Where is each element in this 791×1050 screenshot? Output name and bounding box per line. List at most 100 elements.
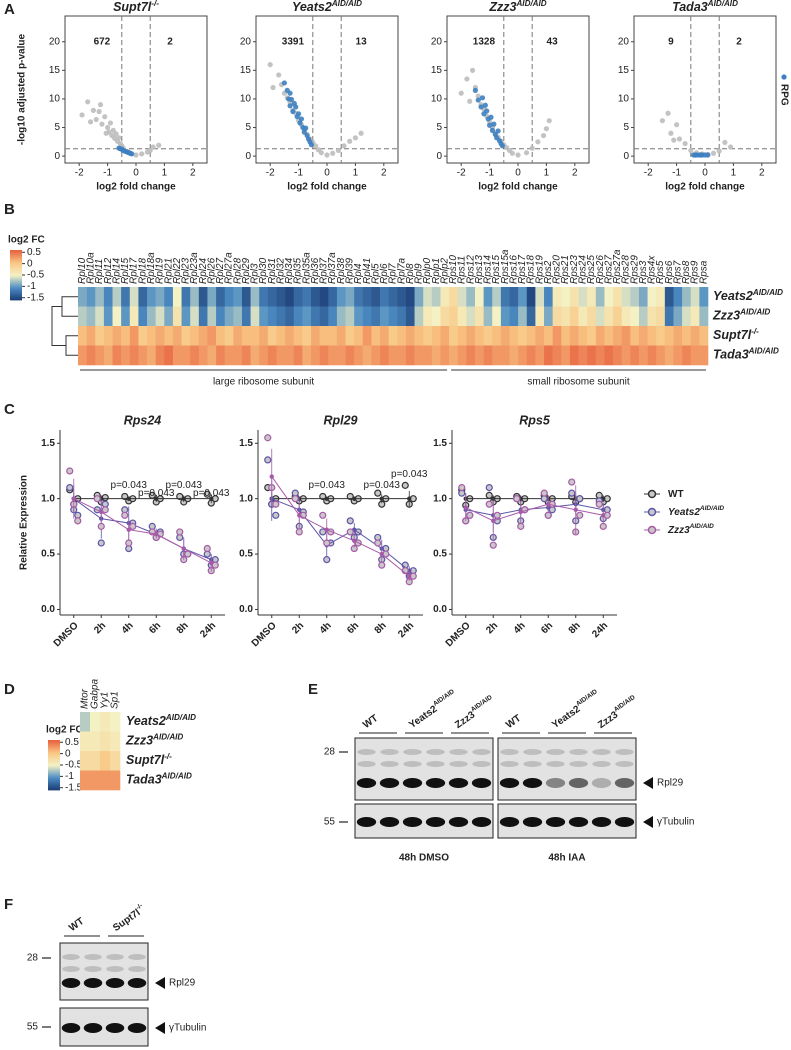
- heatmap-cell: [423, 326, 433, 346]
- colorbar-step: [48, 760, 60, 762]
- x-tick-label: 6h: [345, 620, 361, 636]
- heatmap-cell: [345, 287, 355, 307]
- heatmap-cell: [95, 326, 105, 346]
- gene-label: Rpsa: [698, 260, 709, 284]
- replicate-point: [291, 495, 299, 503]
- colorbar-tick-label: -1: [27, 281, 36, 292]
- panel-title-text: Yeats2: [292, 0, 332, 14]
- replicate-point: [129, 522, 137, 530]
- chart-title: Rps5: [519, 413, 551, 427]
- heatmap-cell: [147, 306, 156, 327]
- gene-label: Rpl31: [267, 258, 278, 284]
- dendrogram: [51, 296, 78, 356]
- colorbar-step: [48, 751, 60, 753]
- y-tick-label: 5: [54, 122, 60, 133]
- heatmap-cell: [673, 345, 683, 366]
- row-label-sup: AID/AID: [748, 346, 779, 355]
- x-tick-label: DMSO: [52, 620, 81, 649]
- replicate-point: [97, 522, 105, 530]
- y-tick-label: 5: [436, 122, 442, 133]
- volcano-point: [475, 97, 481, 103]
- heatmap-cell: [241, 326, 251, 346]
- y-tick-label: 15: [240, 65, 252, 76]
- p-value-annotation: p=0.043: [111, 480, 148, 491]
- p-value-annotation: p=0.043: [166, 480, 203, 491]
- gene-label: Rps20: [552, 255, 563, 284]
- up-count: 2: [736, 36, 742, 47]
- legend-label: Zzz3AID/AID: [667, 523, 714, 535]
- gene-label: Rpl10a: [86, 252, 97, 284]
- heatmap-cell: [621, 287, 631, 307]
- heatmap-cell: [95, 306, 105, 327]
- colorbar-step: [48, 775, 60, 777]
- gene-label: Rpl7: [388, 263, 399, 284]
- volcano-point: [133, 152, 139, 158]
- heatmap-cell: [544, 306, 553, 327]
- heatmap-cell: [405, 345, 415, 366]
- replicate-point: [176, 528, 184, 536]
- x-tick-label: 2h: [92, 620, 108, 636]
- heatmap-cell: [699, 306, 709, 327]
- heatmap-cell: [345, 345, 355, 366]
- heatmap-cell: [613, 345, 622, 366]
- blot-band: [105, 1023, 125, 1033]
- x-axis-label: log2 fold change: [665, 182, 745, 193]
- replicate-point: [493, 511, 501, 519]
- y-tick-label: 1.5: [239, 438, 253, 449]
- colorbar-step: [10, 297, 22, 300]
- volcano-point: [270, 84, 276, 91]
- gene-label: Rps13: [474, 255, 485, 284]
- heatmap-cell: [181, 306, 191, 327]
- replicate-point: [264, 434, 272, 442]
- y-tick-label: 0.0: [433, 604, 447, 615]
- gene-label: Rpl22: [172, 257, 183, 284]
- blot-membrane: [354, 737, 494, 801]
- colorbar-step: [10, 282, 22, 285]
- heatmap-cell: [354, 287, 364, 307]
- heatmap-cell: [664, 345, 674, 366]
- volcano-point: [103, 130, 109, 136]
- colorbar-step: [10, 278, 22, 281]
- blot-band-background: [546, 749, 565, 755]
- x-tick-label: 24h: [396, 620, 416, 640]
- row-label-text: Yeats2: [126, 714, 166, 728]
- colorbar-tick-label: -1.5: [27, 292, 45, 303]
- heatmap-cell: [518, 287, 528, 307]
- y-tick-label: 0: [623, 151, 629, 162]
- gene-label: Rpl37a: [327, 252, 338, 284]
- mean-line: [73, 498, 212, 564]
- heatmap-cell: [526, 287, 536, 307]
- heatmap-cell: [319, 326, 329, 346]
- gene-label: Rps24: [578, 255, 589, 284]
- heatmap-cell: [138, 287, 148, 307]
- mean-point: [324, 527, 329, 532]
- gene-label: Rpl27: [215, 257, 226, 284]
- heatmap-cell: [414, 345, 424, 366]
- mean-line: [271, 476, 410, 577]
- plot-frame: [255, 15, 399, 164]
- heatmap-cell: [405, 326, 415, 346]
- blot-band: [105, 978, 125, 988]
- panel-title-sup: AID/AID: [331, 0, 362, 8]
- heatmap-cell: [311, 287, 320, 307]
- row-label-sup: AID/AID: [161, 771, 192, 780]
- heatmap-cell: [110, 712, 121, 732]
- mean-point: [71, 496, 76, 501]
- gene-label: Rps18: [526, 255, 537, 284]
- heatmap-cell: [155, 306, 165, 327]
- volcano-point: [358, 130, 364, 136]
- volcano-point: [727, 144, 734, 150]
- volcano-point: [99, 121, 105, 127]
- heatmap-cell: [474, 287, 484, 307]
- gene-label: Rpl23: [181, 257, 192, 284]
- volcano-point: [515, 152, 521, 158]
- heatmap-cell: [354, 306, 364, 327]
- volcano-point: [523, 150, 530, 156]
- heatmap-cell: [267, 306, 277, 327]
- heatmap-cell: [216, 326, 226, 346]
- legend-label-text: Yeats2: [668, 507, 700, 518]
- heatmap-cell: [110, 770, 121, 791]
- heatmap-cell: [397, 326, 407, 346]
- legend-label-sup: AID/AID: [689, 523, 715, 530]
- heatmap-cell: [155, 326, 165, 346]
